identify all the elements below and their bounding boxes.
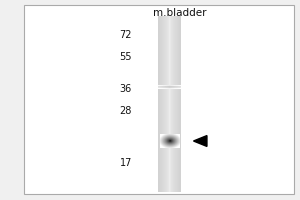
Polygon shape <box>194 136 207 146</box>
Text: m.bladder: m.bladder <box>153 8 207 18</box>
Text: 28: 28 <box>120 106 132 116</box>
Text: 72: 72 <box>119 30 132 40</box>
Text: 17: 17 <box>120 158 132 168</box>
Text: 55: 55 <box>119 52 132 62</box>
Text: 36: 36 <box>120 84 132 94</box>
